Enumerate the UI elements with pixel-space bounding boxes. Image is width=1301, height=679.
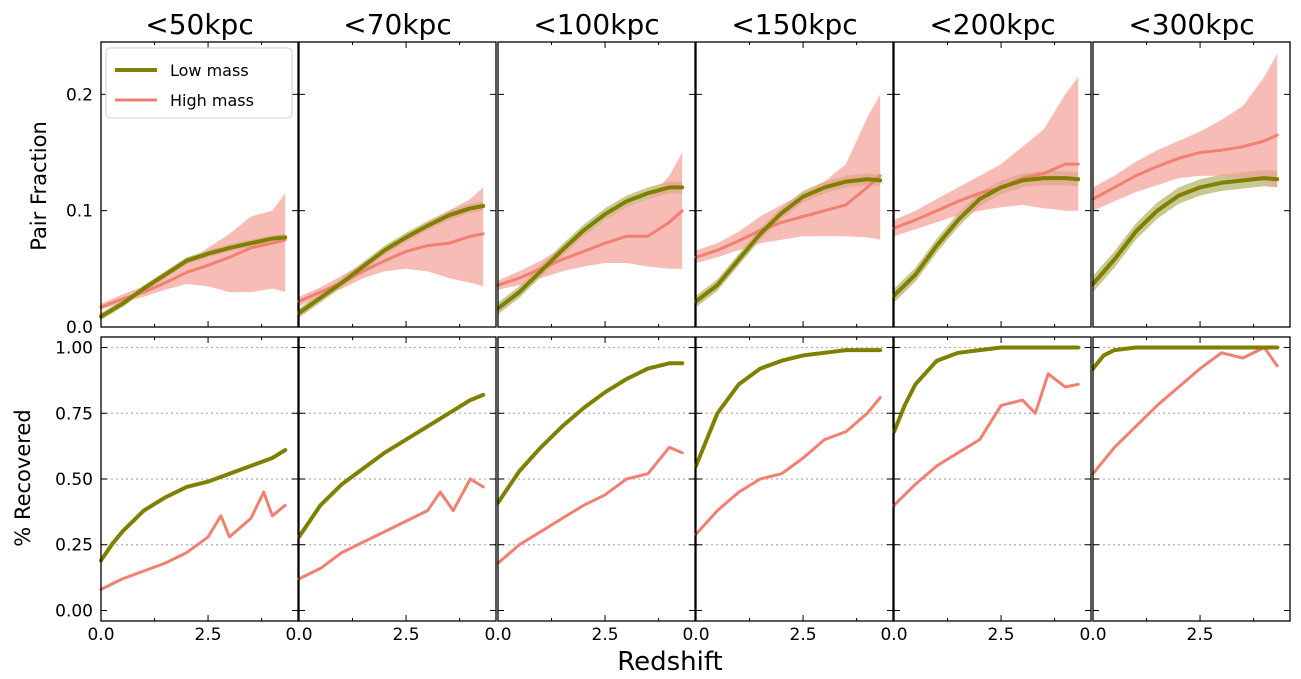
panel-frame — [100, 336, 299, 622]
panel-pair-fraction-0: <50kpc 0.0 0.1 0.2 Low mass High mass — [66, 8, 299, 338]
legend-label-low: Low mass — [170, 61, 249, 80]
panel-frame — [893, 41, 1092, 328]
panel-title: <300kpc — [1128, 8, 1254, 41]
y-tick-label: 0.0 — [66, 318, 93, 338]
x-tick-label: 0.0 — [880, 625, 907, 645]
y-tick-label: 1.00 — [55, 339, 93, 359]
x-tick-label: 2.5 — [790, 625, 817, 645]
panel-recovered-3: 0.0 2.5 — [682, 336, 894, 645]
panel-title: <100kpc — [533, 8, 659, 41]
panel-title: <70kpc — [343, 8, 451, 41]
series-band-high — [894, 76, 1079, 237]
panel-recovered-1: 0.0 2.5 — [285, 336, 497, 645]
panel-frame — [100, 41, 299, 328]
series-band-high — [1093, 53, 1278, 211]
panel-frame — [497, 41, 696, 328]
panel-pair-fraction-1: <70kpc — [297, 8, 497, 328]
series-line-low — [1091, 345, 1280, 371]
series-line-high — [1091, 133, 1279, 201]
x-tick-label: 2.5 — [1187, 625, 1214, 645]
x-tick-label: 2.5 — [195, 625, 222, 645]
x-tick-label: 0.0 — [1079, 625, 1106, 645]
x-tick-label: 0.0 — [285, 625, 312, 645]
panel-frame — [1092, 336, 1291, 622]
panel-pair-fraction-5: <300kpc — [1091, 8, 1291, 328]
x-tick-label: 0.0 — [87, 625, 114, 645]
panel-pair-fraction-2: <100kpc — [496, 8, 696, 328]
series-line-high — [694, 396, 882, 536]
series-band-high — [696, 94, 881, 263]
series-line-high — [297, 232, 485, 303]
panel-pair-fraction-4: <200kpc — [892, 8, 1092, 328]
series-line-high — [694, 174, 882, 259]
series-line-low — [496, 361, 685, 505]
panel-title: <150kpc — [731, 8, 857, 41]
panel-title: <200kpc — [929, 8, 1055, 41]
x-axis-title: Redshift — [617, 647, 723, 677]
series-line-low — [297, 392, 486, 539]
series-line-low — [892, 345, 1081, 434]
series-line-low — [297, 204, 486, 315]
panel-frame — [298, 336, 497, 622]
panel-frame — [695, 336, 894, 622]
x-tick-label: 0.0 — [484, 625, 511, 645]
panel-recovered-5: 0.0 2.5 — [1079, 336, 1291, 645]
x-tick-label: 0.0 — [682, 625, 709, 645]
series-line-low — [1091, 176, 1280, 286]
panel-title: <50kpc — [145, 8, 253, 41]
series-line-low — [99, 235, 288, 319]
y-tick-label: 0.25 — [55, 536, 93, 556]
y-tick-label: 0.50 — [55, 470, 93, 490]
panels: <50kpc 0.0 0.1 0.2 Low mass High mass <70kpc <1… — [55, 8, 1291, 645]
panel-frame — [298, 41, 497, 328]
series-band-high — [498, 152, 683, 290]
y-tick-label: 0.00 — [55, 601, 93, 621]
panel-recovered-0: 0.0 2.5 0.00 0.25 0.50 0.75 1.00 — [55, 336, 299, 645]
series-line-high — [1091, 346, 1279, 476]
x-tick-label: 2.5 — [988, 625, 1015, 645]
panel-recovered-2: 0.0 2.5 — [484, 336, 696, 645]
series-band-high — [101, 193, 286, 310]
x-tick-label: 2.5 — [592, 625, 619, 645]
panel-frame — [1092, 41, 1291, 328]
series-line-low — [694, 348, 883, 468]
series-line-high — [892, 162, 1080, 230]
y-tick-label: 0.2 — [66, 85, 93, 105]
panel-frame — [695, 41, 894, 328]
series-line-low — [99, 448, 288, 563]
panel-pair-fraction-3: <150kpc — [694, 8, 894, 328]
bottom-y-axis-title: % Recovered — [11, 409, 35, 546]
series-line-high — [496, 209, 684, 287]
y-tick-label: 0.1 — [66, 202, 93, 222]
series-line-high — [99, 490, 287, 591]
series-line-low — [694, 177, 883, 304]
panel-recovered-4: 0.0 2.5 — [880, 336, 1092, 645]
series-line-high — [297, 477, 485, 581]
series-line-high — [496, 445, 684, 565]
series-line-high — [892, 372, 1080, 507]
top-y-axis-title: Pair Fraction — [27, 121, 51, 251]
x-tick-label: 2.5 — [393, 625, 420, 645]
legend-label-high: High mass — [170, 91, 254, 110]
y-tick-label: 0.75 — [55, 404, 93, 424]
legend: Low mass High mass — [105, 47, 293, 119]
series-line-low — [496, 185, 685, 311]
series-line-low — [892, 176, 1081, 298]
panel-frame — [497, 336, 696, 622]
